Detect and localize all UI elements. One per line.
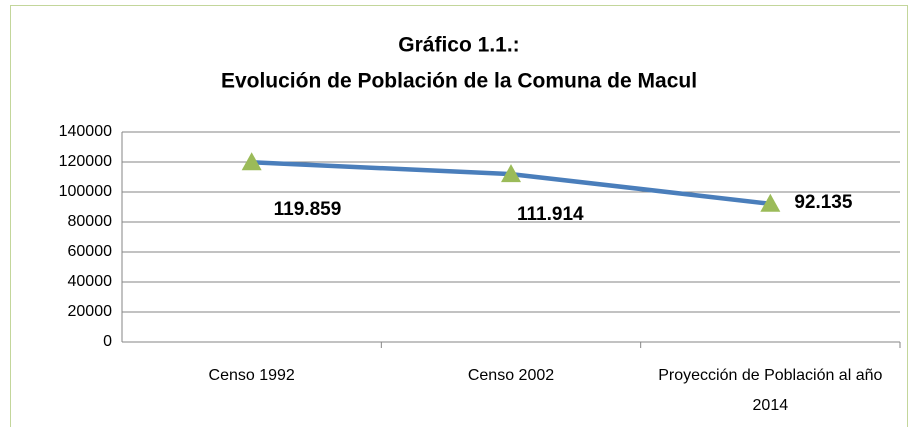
- x-tick-label: Censo 1992: [209, 367, 295, 384]
- y-tick-label: 20000: [68, 303, 113, 320]
- data-label: 119.859: [274, 199, 342, 220]
- y-tick-label: 40000: [68, 273, 113, 290]
- x-tick-label: Censo 2002: [468, 367, 554, 384]
- x-tick-label: Proyección de Población al año 2014: [658, 367, 882, 414]
- marker: [241, 152, 262, 171]
- chart-frame: [10, 5, 908, 427]
- chart-title: Gráfico 1.1.:: [398, 34, 519, 57]
- y-tick-label: 100000: [59, 183, 112, 200]
- y-tick-label: 140000: [59, 123, 112, 140]
- data-label: 92.135: [794, 192, 853, 213]
- y-tick-label: 80000: [68, 213, 113, 230]
- chart-title: Evolución de Población de la Comuna de M…: [221, 70, 697, 93]
- y-tick-label: 60000: [68, 243, 113, 260]
- marker: [501, 164, 521, 183]
- data-label: 111.914: [517, 204, 584, 225]
- y-tick-label: 120000: [59, 153, 112, 170]
- marker: [760, 193, 781, 212]
- y-tick-label: 0: [103, 333, 112, 350]
